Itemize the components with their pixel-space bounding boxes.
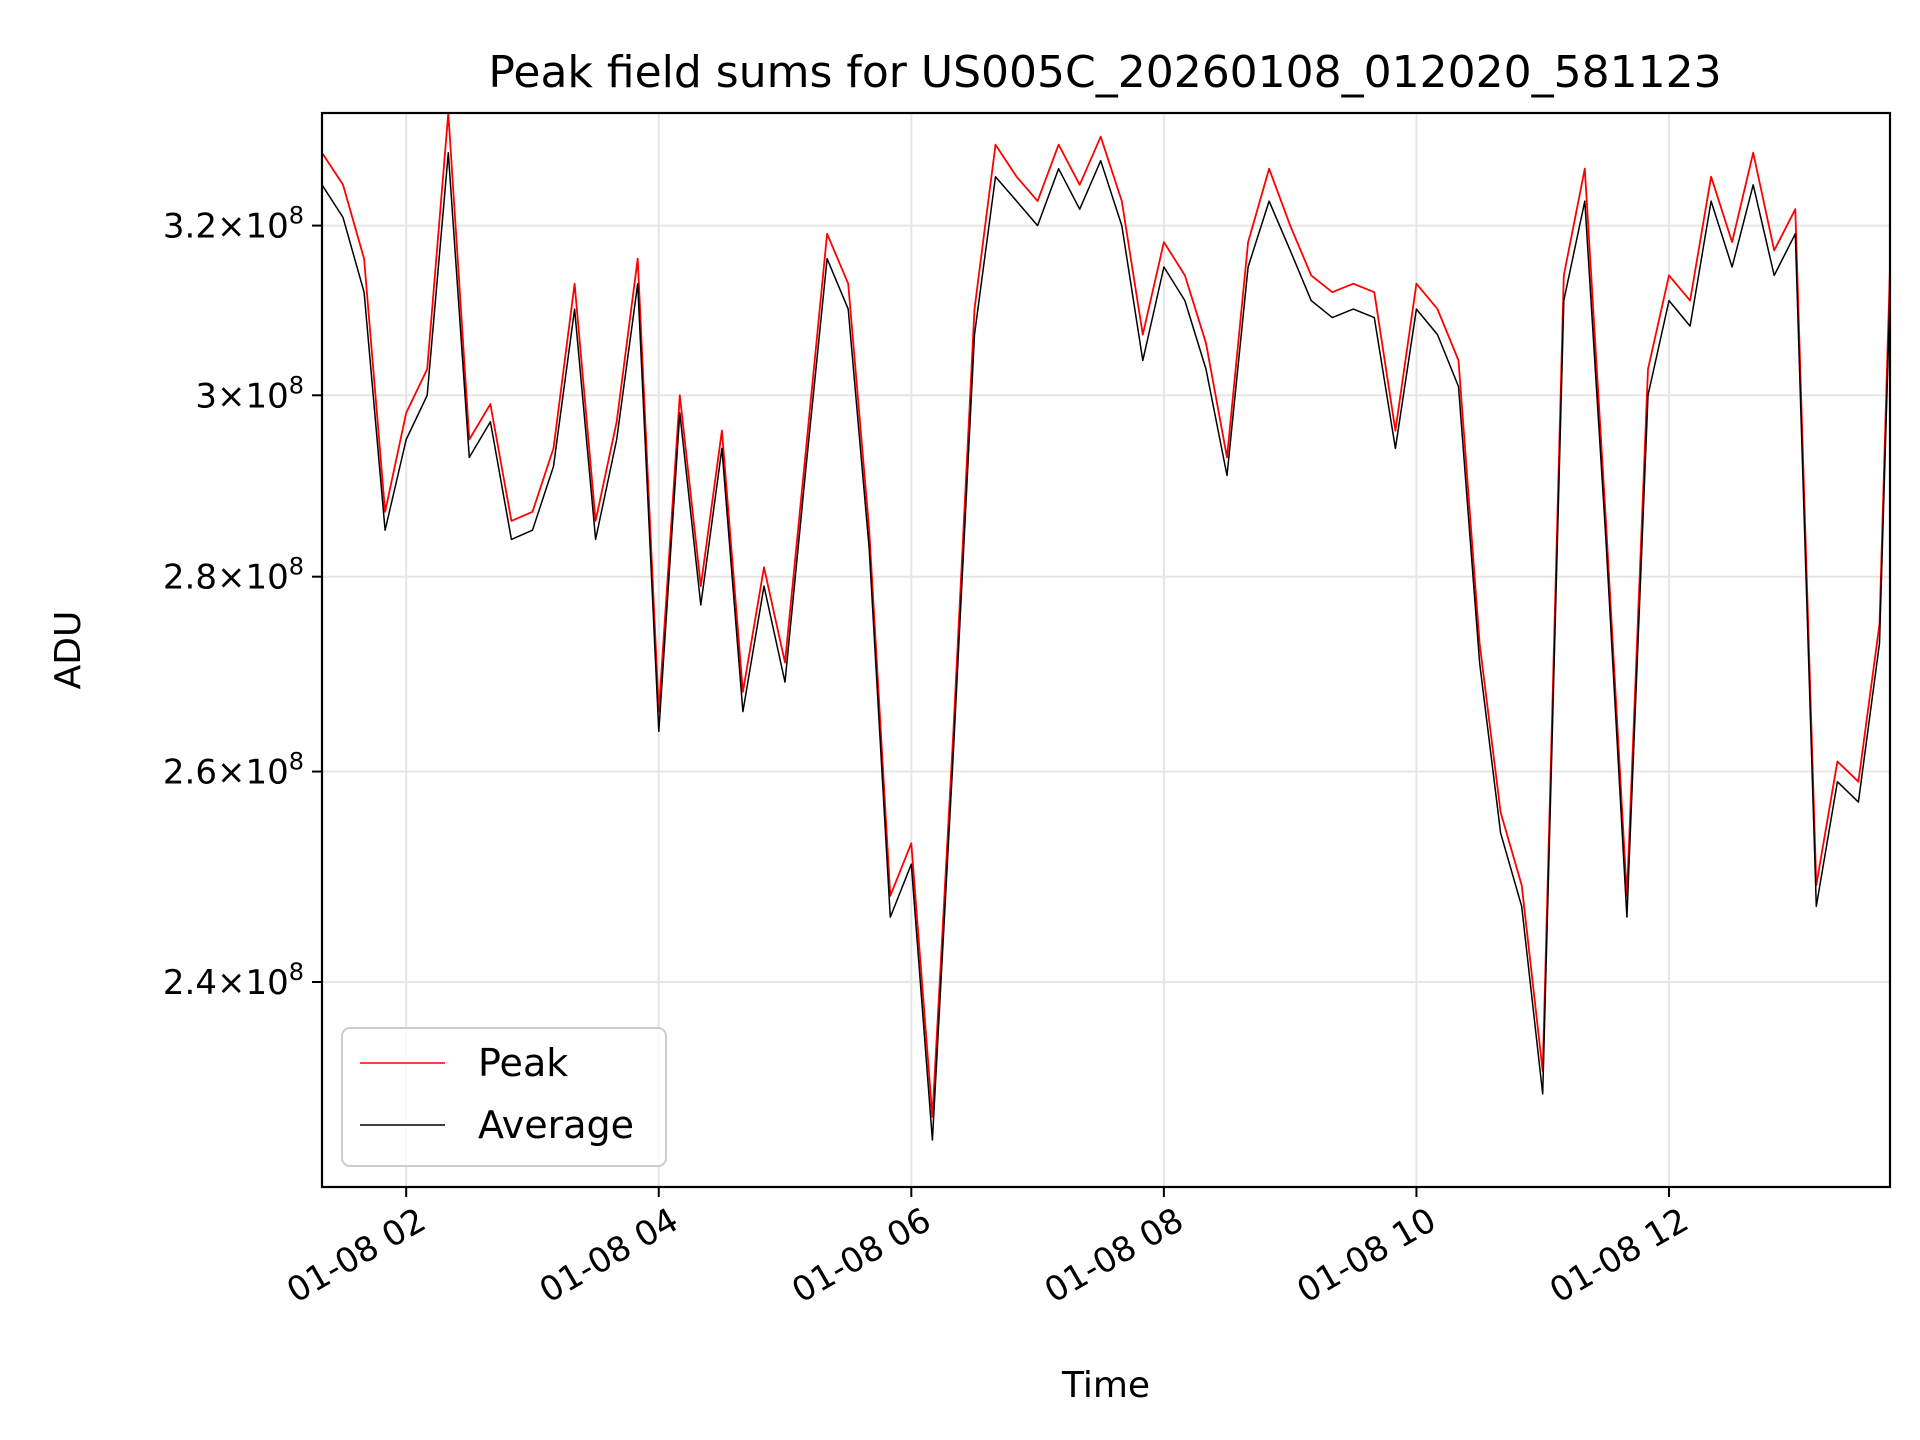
plot-frame [320,111,1892,1189]
legend-label-peak: Peak [478,1041,568,1085]
y-tick-exponent: 8 [289,202,304,230]
plot-lines [321,112,1891,1141]
y-tick-label: 2.6×108 [163,748,304,793]
x-tick-label: 01-08 08 [1038,1200,1190,1311]
x-tick-label: 01-08 12 [1543,1200,1695,1311]
y-tick-label: 2.4×108 [163,958,304,1003]
x-axis-label: Time [1061,1365,1150,1406]
x-tick-label: 01-08 06 [785,1200,937,1311]
y-tick-label: 3.2×108 [163,202,304,247]
y-tick-exponent: 8 [289,958,304,986]
x-axis-ticks: 01-08 02 01-08 04 01-08 06 01-08 08 01-08 10… [280,1187,1696,1311]
y-axis-label: ADU [48,611,89,690]
y-tick-label: 2.8×108 [163,553,304,598]
chart-title: Peak field sums for US005C_20260108_0120… [488,47,1721,98]
x-tick-label: 01-08 10 [1291,1200,1443,1311]
y-tick-label: 3×108 [195,371,304,416]
y-tick-mantissa: 2.6×10 [163,753,289,793]
grid [322,113,1890,1187]
x-tick-label: 01-08 04 [533,1200,685,1311]
y-tick-mantissa: 2.8×10 [163,558,289,598]
y-tick-exponent: 8 [289,371,304,399]
y-tick-exponent: 8 [289,748,304,776]
series-line-peak [321,112,1891,1118]
y-tick-mantissa: 2.4×10 [163,963,289,1003]
legend-label-average: Average [478,1103,634,1147]
legend: Peak Average [341,1027,667,1167]
y-tick-mantissa: 3.2×10 [163,207,289,247]
y-tick-exponent: 8 [289,553,304,581]
x-tick-label: 01-08 02 [280,1200,432,1311]
series-line-average [321,151,1891,1141]
y-tick-mantissa: 3×10 [195,376,288,416]
